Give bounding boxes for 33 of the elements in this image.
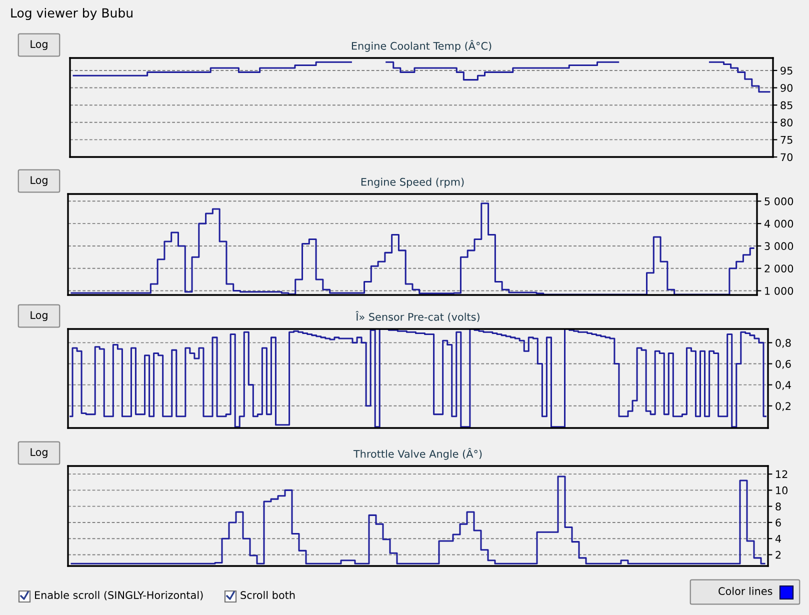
y-tick-label: 0,8 — [776, 338, 791, 348]
text: Color lines — [718, 586, 772, 596]
y-tick-label: 12 — [776, 470, 788, 478]
y-tick-label: 10 — [776, 486, 788, 494]
y-tick-label: 95 — [780, 66, 792, 75]
y-tick-label: 0,2 — [776, 402, 790, 412]
y-tick-label: 85 — [780, 101, 792, 110]
y-tick-label: 2 — [776, 550, 781, 559]
text: Log — [30, 311, 48, 322]
text: Enable scroll (SINGLY-Horizontal) — [35, 590, 203, 600]
y-tick-label: 75 — [780, 136, 792, 144]
y-tick-label: 5 000 — [764, 197, 794, 206]
y-tick-label: 3 000 — [764, 242, 794, 250]
y-tick-label: 80 — [780, 118, 793, 126]
chart-title: Engine Coolant Temp (Â°C) — [352, 40, 492, 52]
y-tick-label: 1 000 — [765, 286, 794, 295]
y-tick-label: 6 — [776, 518, 781, 527]
text: Log — [30, 176, 48, 186]
text: Log — [30, 448, 48, 458]
chart-title: Throttle Valve Angle (Â°) — [353, 448, 482, 460]
y-tick-label: 70 — [780, 153, 793, 162]
y-tick-label: 0,6 — [776, 360, 791, 369]
y-tick-label: 4 000 — [764, 220, 794, 228]
text: Log viewer by Bubu — [11, 8, 132, 20]
chart-title: Î» Sensor Pre-cat (volts) — [356, 311, 480, 322]
y-tick-label: 4 — [775, 534, 781, 543]
y-tick-label: 90 — [780, 84, 793, 92]
y-tick-label: 0,4 — [776, 381, 791, 390]
y-tick-label: 8 — [776, 502, 781, 510]
text: Scroll both — [240, 590, 295, 600]
chart-title: Engine Speed (rpm) — [361, 178, 464, 188]
text: Log — [30, 40, 48, 50]
y-tick-label: 2 000 — [764, 264, 794, 272]
